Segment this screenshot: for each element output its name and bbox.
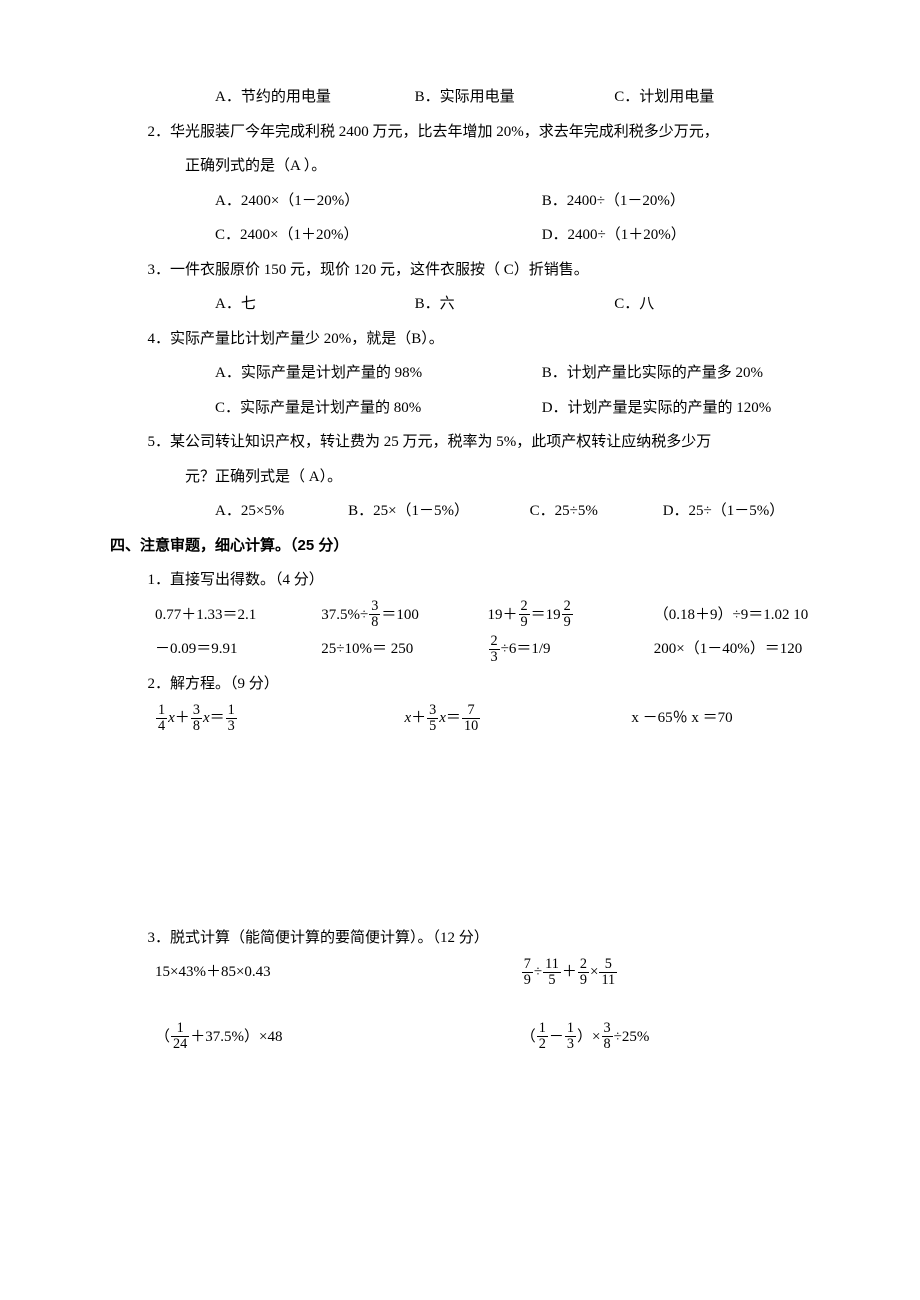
s4-p1-row1: 0.77＋1.33＝2.1 37.5%÷ 38 ＝100 19＋ 29 ＝19 … (110, 598, 820, 633)
q2-stem2: 正确列式的是（A ）。 (110, 149, 820, 184)
opt-c: C．25÷5% (530, 494, 663, 529)
s4-p1-title: 1．直接写出得数。（4 分） (110, 563, 820, 598)
opt-d: D．2400÷（1＋20%） (542, 218, 820, 253)
q-pre-options: A．节约的用电量 B．实际用电量 C．计划用电量 (110, 80, 820, 115)
calc-1: 0.77＋1.33＝2.1 (155, 598, 321, 633)
expr-4: （12－ 13）× 38 ÷25% (521, 1020, 820, 1055)
calc-8: 200×（1－40%）＝120 (654, 632, 820, 667)
calc-5: －0.09＝9.91 (155, 632, 321, 667)
q5-stem: 5．某公司转让知识产权，转让费为 25 万元，税率为 5%，此项产权转让应纳税多… (110, 425, 820, 460)
gap (110, 990, 820, 1020)
calc-6: 25÷10%＝ 250 (321, 632, 487, 667)
s4-p1-row2: －0.09＝9.91 25÷10%＝ 250 23 ÷6＝1/9 200×（1－… (110, 632, 820, 667)
s4-p2-row: 14 x＋ 38 x＝ 13 x＋ 35 x＝ 710 x －65％ x ＝70 (110, 701, 820, 736)
q3-opts: A．七 B．六 C．八 (110, 287, 820, 322)
s4-p3-row2: （124 ＋37.5%）×48 （12－ 13）× 38 ÷25% (110, 1020, 820, 1055)
opt-c: C．实际产量是计划产量的 80% (215, 391, 542, 426)
q5-stem2: 元？正确列式是（ A）。 (110, 460, 820, 495)
q2-opts-row1: A．2400×（1－20%） B．2400÷（1－20%） (110, 184, 820, 219)
opt-b: B．25×（1－5%） (348, 494, 530, 529)
opt-a: A．25×5% (215, 494, 348, 529)
section4-title: 四、注意审题，细心计算。（25 分） (110, 529, 820, 564)
opt-a: A．2400×（1－20%） (215, 184, 542, 219)
s4-p3-row1: 15×43%＋85×0.43 79÷ 115＋ 29× 511 (110, 955, 820, 990)
s4-p2-title: 2．解方程。（9 分） (110, 667, 820, 702)
opt-b: B．2400÷（1－20%） (542, 184, 820, 219)
q2-stem: 2．华光服装厂今年完成利税 2400 万元，比去年增加 20%，求去年完成利税多… (110, 115, 820, 150)
q3-stem: 3．一件衣服原价 150 元，现价 120 元，这件衣服按（ C）折销售。 (110, 253, 820, 288)
opt-a: A．实际产量是计划产量的 98% (215, 356, 542, 391)
q4-opts-row1: A．实际产量是计划产量的 98% B．计划产量比实际的产量多 20% (110, 356, 820, 391)
equation-1: 14 x＋ 38 x＝ 13 (155, 701, 374, 736)
calc-7: 23 ÷6＝1/9 (488, 632, 654, 667)
q2-opts-row2: C．2400×（1＋20%） D．2400÷（1＋20%） (110, 218, 820, 253)
equation-3: x －65％ x ＝70 (594, 701, 813, 736)
opt-a: A．七 (215, 287, 415, 322)
opt-d: D．25÷（1－5%） (663, 494, 820, 529)
opt-c: C．八 (614, 287, 814, 322)
opt-b: B．实际用电量 (415, 80, 615, 115)
opt-b: B．计划产量比实际的产量多 20% (542, 356, 820, 391)
workspace-gap (110, 736, 820, 921)
calc-3: 19＋ 29 ＝19 29 (488, 598, 654, 633)
equation-2: x＋ 35 x＝ 710 (374, 701, 593, 736)
calc-4: （0.18＋9）÷9＝1.02 10 (654, 598, 820, 633)
opt-c: C．计划用电量 (614, 80, 814, 115)
q5-opts: A．25×5% B．25×（1－5%） C．25÷5% D．25÷（1－5%） (110, 494, 820, 529)
expr-2: 79÷ 115＋ 29× 511 (521, 955, 820, 990)
opt-d: D．计划产量是实际的产量的 120% (542, 391, 820, 426)
opt-c: C．2400×（1＋20%） (215, 218, 542, 253)
expr-3: （124 ＋37.5%）×48 (155, 1020, 521, 1055)
calc-2: 37.5%÷ 38 ＝100 (321, 598, 487, 633)
q4-stem: 4．实际产量比计划产量少 20%，就是（B）。 (110, 322, 820, 357)
opt-a: A．节约的用电量 (215, 80, 415, 115)
s4-p3-title: 3．脱式计算（能简便计算的要简便计算）。（12 分） (110, 921, 820, 956)
opt-b: B．六 (415, 287, 615, 322)
expr-1: 15×43%＋85×0.43 (155, 955, 521, 990)
q4-opts-row2: C．实际产量是计划产量的 80% D．计划产量是实际的产量的 120% (110, 391, 820, 426)
